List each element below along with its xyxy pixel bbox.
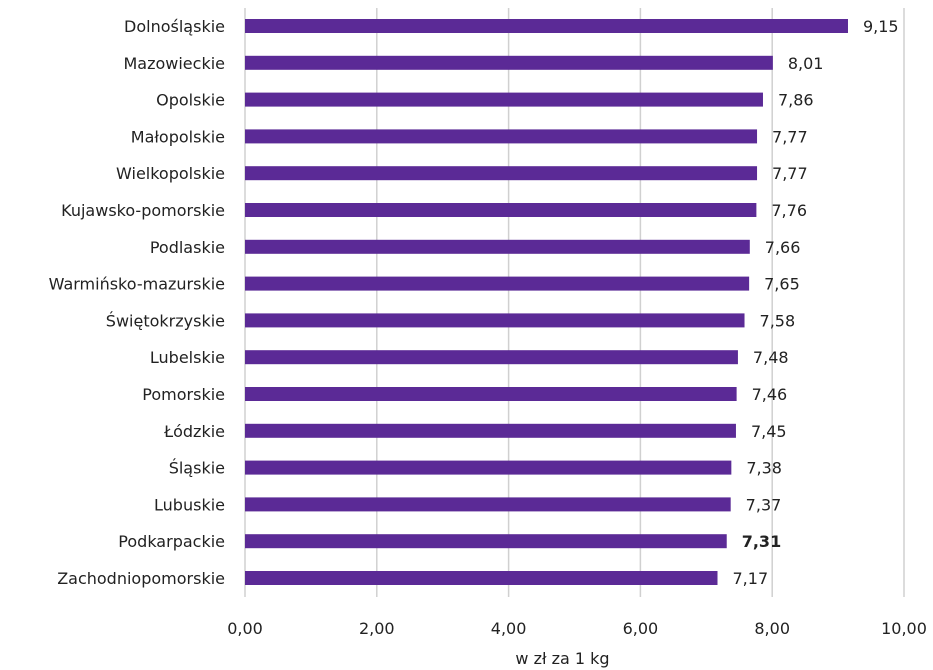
x-tick-label: 6,00	[623, 619, 659, 638]
bar	[245, 203, 757, 217]
category-label: Zachodniopomorskie	[57, 569, 225, 588]
bar	[245, 313, 745, 328]
category-label: Lubuskie	[154, 495, 225, 514]
category-label: Warmińsko-mazurskie	[49, 275, 225, 294]
x-tick-label: 4,00	[491, 619, 527, 638]
bar	[245, 239, 750, 254]
bars	[245, 19, 848, 585]
category-label: Małopolskie	[131, 127, 225, 146]
bar	[245, 534, 727, 549]
value-label: 8,01	[788, 54, 824, 73]
value-label: 7,48	[753, 348, 789, 367]
bar	[245, 276, 750, 291]
value-label: 7,17	[733, 569, 769, 588]
value-labels: 9,15 8,01 7,86 7,77 7,77 7,76 7,66 7,65 7,58 7,48…	[733, 17, 899, 588]
category-labels: Dolnośląskie Mazowieckie Opolskie Małopolsk…	[49, 17, 225, 588]
category-label: Opolskie	[156, 91, 225, 110]
value-label: 7,76	[771, 201, 807, 220]
value-label: 7,38	[746, 459, 782, 478]
bar	[245, 460, 732, 475]
category-label: Mazowieckie	[123, 54, 225, 73]
category-label: Podkarpackie	[118, 532, 225, 551]
x-axis-tick-labels: 0,00 2,00 4,00 6,00 8,00 10,00	[227, 619, 927, 638]
value-label: 7,77	[772, 164, 808, 183]
bar	[245, 423, 736, 438]
bar	[245, 166, 758, 181]
x-tick-label: 0,00	[227, 619, 263, 638]
bar	[245, 571, 718, 585]
category-label: Lubelskie	[150, 348, 225, 367]
value-label: 7,77	[772, 127, 808, 146]
value-label: 9,15	[863, 17, 899, 36]
x-tick-label: 8,00	[754, 619, 790, 638]
x-tick-label: 10,00	[881, 619, 927, 638]
bar	[245, 129, 758, 144]
category-label: Pomorskie	[142, 385, 225, 404]
value-label: 7,65	[764, 275, 800, 294]
x-axis-title: w zł za 1 kg	[515, 649, 609, 668]
value-label: 7,37	[746, 495, 782, 514]
bar	[245, 387, 737, 401]
value-label: 7,58	[760, 311, 796, 330]
value-label: 7,45	[751, 422, 787, 441]
bar	[245, 19, 848, 33]
category-label: Śląskie	[169, 459, 225, 478]
bar	[245, 55, 773, 70]
category-label: Wielkopolskie	[116, 164, 225, 183]
bar	[245, 497, 731, 512]
category-label: Świętokrzyskie	[106, 311, 225, 330]
bar	[245, 92, 763, 107]
category-label: Podlaskie	[150, 238, 225, 257]
x-tick-label: 2,00	[359, 619, 395, 638]
category-label: Dolnośląskie	[124, 17, 225, 36]
value-label: 7,66	[765, 238, 801, 257]
category-label: Łódzkie	[163, 422, 225, 441]
category-label: Kujawsko-pomorskie	[61, 201, 225, 220]
value-label: 7,46	[752, 385, 788, 404]
value-label: 7,86	[778, 91, 814, 110]
bar	[245, 350, 738, 365]
value-label: 7,31	[742, 532, 781, 551]
